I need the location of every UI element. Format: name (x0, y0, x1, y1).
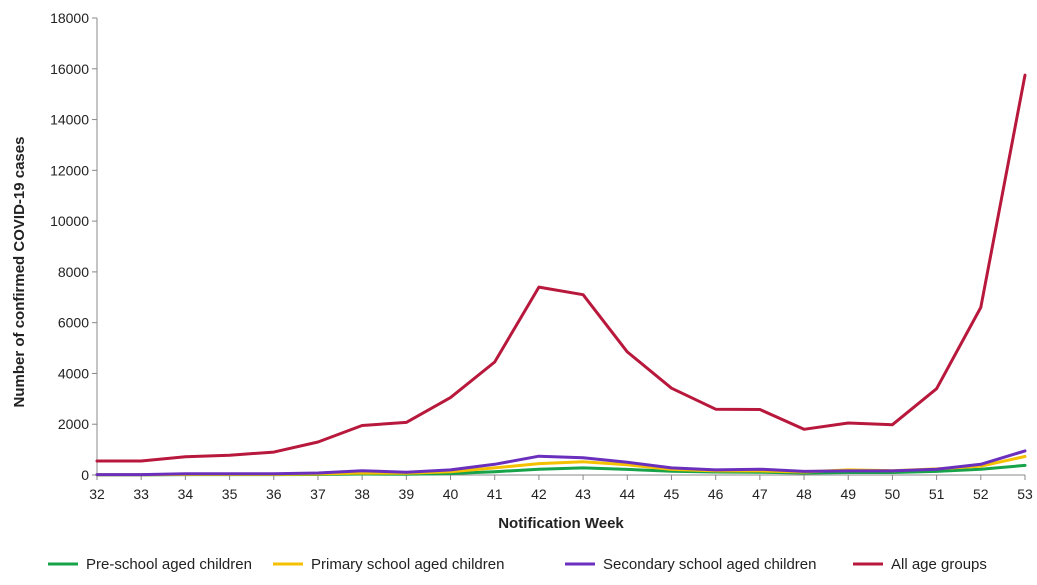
x-tick-label: 40 (443, 486, 459, 502)
x-tick-label: 38 (354, 486, 370, 502)
x-tick-label: 49 (840, 486, 856, 502)
y-tick-label: 14000 (50, 112, 89, 128)
x-tick-label: 48 (796, 486, 812, 502)
legend: Pre-school aged children Primary school a… (48, 556, 987, 573)
tick-labels: 0 2000 4000 6000 8000 10000 12000 14000 16000 180… (50, 10, 1033, 502)
y-tick-label: 18000 (50, 10, 89, 26)
x-tick-label: 50 (885, 486, 901, 502)
x-tick-label: 33 (133, 486, 149, 502)
y-tick-label: 10000 (50, 213, 89, 229)
y-axis-title: Number of confirmed COVID-19 cases (11, 137, 28, 408)
x-tick-label: 51 (929, 486, 945, 502)
y-tick-label: 4000 (58, 365, 89, 381)
legend-label-1: Pre-school aged children (86, 556, 252, 573)
x-tick-label: 43 (575, 486, 591, 502)
legend-label-2: Primary school aged children (311, 556, 504, 573)
x-tick-label: 41 (487, 486, 503, 502)
x-tick-label: 47 (752, 486, 768, 502)
x-tick-label: 52 (973, 486, 989, 502)
x-tick-label: 39 (399, 486, 415, 502)
x-tick-label: 42 (531, 486, 547, 502)
y-tick-label: 16000 (50, 61, 89, 77)
y-tick-label: 0 (81, 467, 89, 483)
x-tick-label: 46 (708, 486, 724, 502)
axes (92, 17, 1026, 480)
x-tick-label: 45 (664, 486, 680, 502)
y-tick-label: 8000 (58, 264, 89, 280)
x-tick-label: 35 (222, 486, 238, 502)
legend-label-3: Secondary school aged children (603, 556, 816, 573)
series-line-3 (95, 449, 1027, 477)
x-tick-label: 36 (266, 486, 282, 502)
y-tick-label: 12000 (50, 162, 89, 178)
y-tick-label: 2000 (58, 416, 89, 432)
x-tick-label: 32 (89, 486, 105, 502)
series-lines (95, 73, 1027, 477)
legend-label-4: All age groups (891, 556, 987, 573)
x-tick-label: 53 (1017, 486, 1033, 502)
x-axis-title: Notification Week (498, 515, 624, 532)
series-line-4 (95, 73, 1027, 463)
x-tick-label: 37 (310, 486, 326, 502)
x-tick-label: 34 (178, 486, 194, 502)
x-tick-label: 44 (619, 486, 635, 502)
y-tick-label: 6000 (58, 315, 89, 331)
